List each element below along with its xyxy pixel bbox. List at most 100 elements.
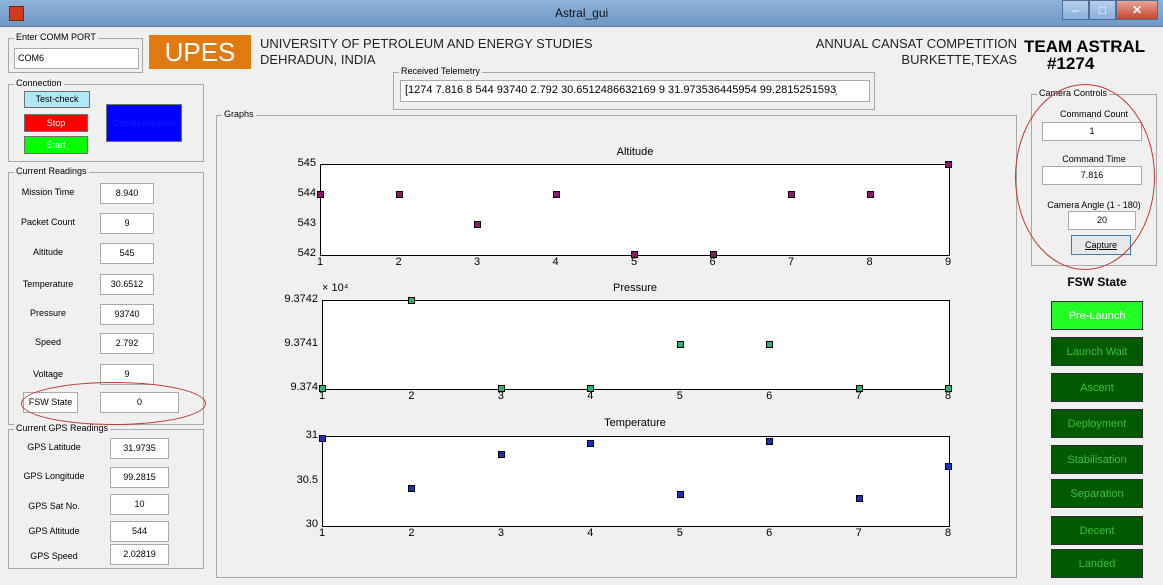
x-tick-label: 3: [474, 256, 481, 268]
x-tick-label: 1: [317, 256, 324, 268]
team-name: TEAM ASTRAL: [1024, 37, 1146, 56]
data-point: [497, 385, 505, 392]
altitude-plot: [317, 161, 952, 258]
camera-controls-group: Camera Controls Command Count 1 Command …: [1031, 88, 1157, 266]
x-tick-label: 7: [855, 527, 862, 539]
fsw-ascent[interactable]: Ascent: [1051, 373, 1143, 402]
telemetry-legend: Received Telemetry: [399, 66, 482, 76]
data-point: [945, 385, 952, 392]
minimize-button[interactable]: –: [1062, 0, 1089, 20]
pressure-field[interactable]: 93740: [100, 304, 154, 325]
gps-speed-field[interactable]: 2.02819: [110, 544, 169, 565]
data-point: [766, 438, 774, 446]
fsw-stabilisation[interactable]: Stabilisation: [1051, 445, 1143, 474]
y-tick-label: 30.5: [296, 473, 318, 486]
upes-logo: UPES: [149, 35, 251, 69]
fsw-landed[interactable]: Landed: [1051, 549, 1143, 578]
voltage-label: Voltage: [32, 369, 64, 379]
comm-port-input[interactable]: COM6: [14, 48, 139, 69]
altitude-field[interactable]: 545: [100, 243, 154, 264]
stop-button[interactable]: Stop: [24, 114, 88, 132]
x-tick-label: 6: [766, 390, 773, 402]
fsw-deployment[interactable]: Deployment: [1051, 409, 1143, 438]
command-count-field[interactable]: 1: [1042, 122, 1142, 141]
fsw-state-field[interactable]: 0: [100, 392, 179, 413]
fsw-state-label-box: FSW State: [23, 392, 78, 413]
fsw-launch-wait[interactable]: Launch Wait: [1051, 337, 1143, 366]
data-point: [866, 191, 874, 198]
speed-field[interactable]: 2.792: [100, 333, 154, 354]
telemetry-field[interactable]: [1274 7.816 8 544 93740 2.792 30.6512486…: [400, 80, 870, 102]
data-point: [497, 450, 505, 458]
connection-group: Connection Test-check Stop Start Communi…: [8, 78, 204, 162]
y-tick-label: 30: [305, 518, 318, 530]
fsw-separation[interactable]: Separation: [1051, 479, 1143, 508]
fsw-pre-launch[interactable]: Pre-Launch: [1051, 301, 1143, 330]
communication-button[interactable]: Communication: [106, 104, 182, 142]
pressure-multiplier: × 10⁴: [322, 282, 349, 294]
current-readings-group: Current Readings Mission Time 8.940 Pack…: [8, 166, 204, 425]
university-location: DEHRADUN, INDIA: [260, 52, 376, 67]
x-tick-label: 1: [319, 527, 326, 539]
data-point: [319, 385, 326, 392]
x-tick-label: 1: [319, 390, 326, 402]
packet-count-label: Packet Count: [20, 217, 76, 227]
x-tick-label: 7: [855, 390, 862, 402]
data-point: [474, 221, 481, 228]
gps-altitude-field[interactable]: 544: [110, 521, 169, 542]
data-point: [788, 191, 795, 198]
voltage-field[interactable]: 9: [100, 364, 154, 385]
data-point: [855, 495, 863, 503]
gps-longitude-label: GPS Longitude: [23, 471, 85, 481]
y-tick-label: 9.3741: [284, 337, 318, 349]
command-time-field[interactable]: 7.816: [1042, 166, 1142, 185]
mission-time-field[interactable]: 8.940: [100, 183, 154, 204]
matlab-app-icon: [9, 6, 24, 21]
test-check-button[interactable]: Test-check: [24, 91, 90, 108]
maximize-button[interactable]: □: [1089, 0, 1116, 20]
pressure-label: Pressure: [29, 308, 66, 318]
data-point: [631, 251, 638, 258]
data-point: [408, 297, 416, 304]
telemetry-group: Received Telemetry [1274 7.816 8 544 937…: [393, 66, 875, 110]
y-tick-label: 542: [297, 247, 316, 259]
current-readings-legend: Current Readings: [14, 166, 89, 176]
data-point: [945, 463, 952, 471]
x-tick-label: 8: [945, 390, 952, 402]
x-tick-label: 7: [788, 256, 795, 268]
x-tick-label: 5: [676, 390, 683, 402]
data-point: [945, 161, 952, 168]
x-tick-label: 2: [408, 527, 415, 539]
capture-button[interactable]: Capture: [1071, 235, 1131, 255]
command-time-label: Command Time: [1062, 154, 1126, 164]
fsw-state-title: FSW State: [1067, 275, 1127, 289]
gps-longitude-field[interactable]: 99.2815: [110, 467, 169, 488]
gps-altitude-label: GPS Altitude: [28, 526, 80, 536]
gps-sat-field[interactable]: 10: [110, 494, 169, 515]
window-title: Astral_gui: [554, 6, 609, 20]
fsw-decent[interactable]: Decent: [1051, 516, 1143, 545]
altitude-plot-title: Altitude: [616, 146, 654, 158]
x-tick-label: 4: [587, 527, 594, 539]
x-tick-label: 5: [631, 256, 638, 268]
mission-time-label: Mission Time: [21, 187, 75, 197]
speed-label: Speed: [34, 337, 62, 347]
start-button[interactable]: Start: [24, 136, 88, 154]
comm-port-legend: Enter COMM PORT: [14, 32, 98, 42]
x-tick-label: 2: [408, 390, 415, 402]
temperature-field[interactable]: 30.6512: [100, 274, 154, 295]
close-button[interactable]: ✕: [1116, 0, 1158, 20]
camera-angle-field[interactable]: 20: [1068, 211, 1136, 230]
competition-location: BURKETTE,TEXAS: [901, 52, 1017, 67]
data-point: [709, 251, 717, 258]
x-tick-label: 9: [945, 256, 952, 268]
connection-legend: Connection: [14, 78, 64, 88]
x-tick-label: 2: [395, 256, 402, 268]
pressure-plot-title: Pressure: [612, 282, 658, 294]
y-tick-label: 31: [305, 429, 318, 441]
title-bar: Astral_gui – □ ✕: [0, 0, 1163, 27]
x-tick-label: 4: [552, 256, 559, 268]
gps-latitude-field[interactable]: 31.9735: [110, 438, 169, 459]
x-tick-label: 6: [766, 527, 773, 539]
packet-count-field[interactable]: 9: [100, 213, 154, 234]
